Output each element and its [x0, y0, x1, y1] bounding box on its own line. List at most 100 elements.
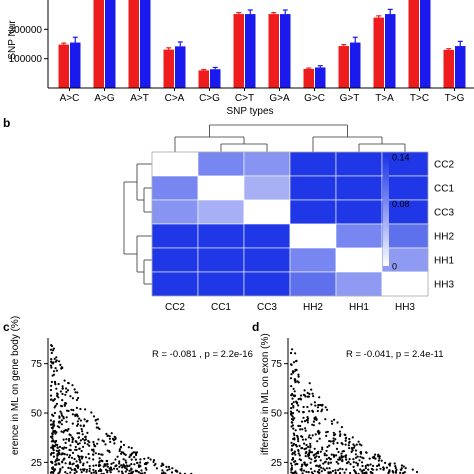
scatter-point — [326, 445, 329, 449]
scatter-point — [152, 459, 156, 462]
scatter-point — [87, 439, 90, 443]
scatter-point — [317, 432, 320, 435]
scatter-point — [127, 446, 130, 449]
scatter-point — [362, 457, 365, 460]
heatmap-cell-HH1-CC1 — [197, 247, 245, 273]
scatter-point — [56, 443, 59, 447]
scatter-point — [60, 419, 64, 422]
scatter-point — [309, 437, 312, 440]
scatter-point — [290, 464, 293, 467]
scatter-point — [121, 466, 124, 469]
scatter-point — [143, 462, 146, 466]
heatmap-cell-HH3-CC1 — [197, 271, 245, 297]
bar-A>G-series-1 — [93, 0, 104, 88]
scatter-point — [60, 430, 63, 433]
scatter-point — [303, 463, 306, 466]
scatter-point — [326, 430, 329, 433]
scatter-point — [84, 456, 88, 459]
scatter-point — [325, 458, 328, 461]
scatter-point — [76, 414, 79, 417]
scatter-point — [94, 469, 97, 473]
scatter-point — [106, 459, 109, 463]
scatter-point — [293, 379, 296, 382]
scatter-point — [66, 409, 69, 412]
scatter-point — [303, 469, 306, 472]
scatter-point — [294, 443, 297, 446]
scatter-point — [53, 411, 57, 415]
heatmap-cell-HH1-CC2 — [151, 247, 199, 273]
scatter-point — [290, 363, 293, 366]
x-tick-label-C>A: C>A — [165, 93, 185, 104]
scatter-point — [100, 469, 103, 472]
scatter-point — [378, 457, 381, 460]
scatter-point — [49, 419, 53, 422]
scatter-point — [309, 446, 312, 449]
scatter-point — [352, 446, 356, 449]
scatter-point — [289, 410, 293, 413]
scatter-point — [310, 458, 313, 461]
scatter-point — [415, 470, 419, 474]
scatter-point — [122, 443, 126, 447]
bar-chart-x-axis-label: SNP types — [226, 106, 273, 117]
scatter-point — [303, 394, 306, 397]
scatter-point — [364, 467, 367, 470]
scatter-point — [56, 457, 59, 460]
scatter-point — [64, 402, 68, 405]
scatter-point — [88, 470, 91, 473]
scatter-point — [91, 453, 95, 456]
scatter-point — [81, 437, 84, 441]
scatter-point — [50, 366, 53, 369]
scatter-point — [289, 412, 293, 416]
scatter-point — [369, 463, 372, 466]
heatmap-cell-CC2-CC1 — [197, 151, 245, 177]
scatter-point — [79, 424, 82, 427]
scatter-point — [116, 467, 119, 471]
scatter-point — [176, 470, 179, 473]
scatter-point — [297, 440, 300, 443]
scatter-point — [336, 441, 339, 445]
scatter-point — [305, 450, 308, 454]
scatter-point — [388, 464, 391, 467]
scatter-point — [62, 458, 65, 461]
panel-label-c: c — [3, 320, 10, 334]
scatter-point — [50, 426, 53, 429]
scatter-point — [309, 442, 312, 445]
scatter-point — [331, 469, 334, 473]
bar-chart-y-tick-label: 100000 — [9, 54, 43, 65]
scatter-point — [108, 437, 111, 440]
scatter-point — [64, 441, 67, 444]
scatter-point — [325, 467, 328, 470]
scatter-point — [322, 467, 325, 470]
scatter-point — [133, 463, 136, 466]
scatter-point — [84, 435, 87, 439]
scatter-point — [72, 409, 75, 412]
scatter-point — [53, 469, 56, 472]
scatter-point — [403, 471, 406, 474]
scatter-point — [297, 452, 300, 455]
scatter-point — [315, 418, 318, 421]
scatter-point — [97, 469, 100, 473]
scatter-point — [298, 444, 301, 447]
scatter-point — [308, 451, 311, 454]
scatter-point — [57, 452, 60, 455]
scatter-point — [54, 367, 57, 370]
heatmap-col-label-CC1: CC1 — [211, 302, 231, 313]
bar-A>T-series-2 — [140, 0, 151, 88]
x-tick-label-A>T: A>T — [130, 93, 149, 104]
scatter-point — [85, 470, 88, 473]
scatter-point — [297, 404, 300, 407]
x-tick-label-G>T: G>T — [340, 93, 360, 104]
scatter-point — [71, 463, 74, 466]
scatter-point — [109, 467, 113, 470]
scatter-point — [126, 465, 129, 468]
heatmap-cell-HH1-CC3 — [243, 247, 291, 273]
scatter-point — [110, 462, 113, 465]
scatter-point — [293, 434, 296, 437]
scatter-point — [82, 469, 85, 472]
scatter-point — [168, 468, 171, 471]
scatter-point — [299, 424, 302, 428]
scatter-point — [68, 454, 72, 457]
scatter-point — [64, 471, 67, 474]
scatter-point — [50, 358, 53, 361]
scatter-point — [301, 428, 304, 431]
